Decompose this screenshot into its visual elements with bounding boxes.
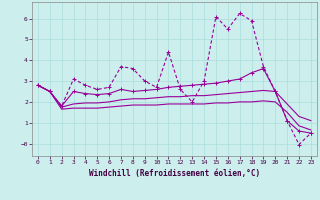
X-axis label: Windchill (Refroidissement éolien,°C): Windchill (Refroidissement éolien,°C)	[89, 169, 260, 178]
